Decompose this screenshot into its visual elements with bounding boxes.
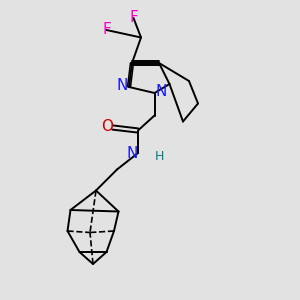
Text: N: N (155, 84, 167, 99)
Text: H: H (154, 149, 164, 163)
Text: N: N (117, 78, 128, 93)
Text: F: F (129, 11, 138, 26)
Text: O: O (101, 119, 113, 134)
Text: N: N (127, 146, 138, 160)
Text: F: F (102, 22, 111, 38)
